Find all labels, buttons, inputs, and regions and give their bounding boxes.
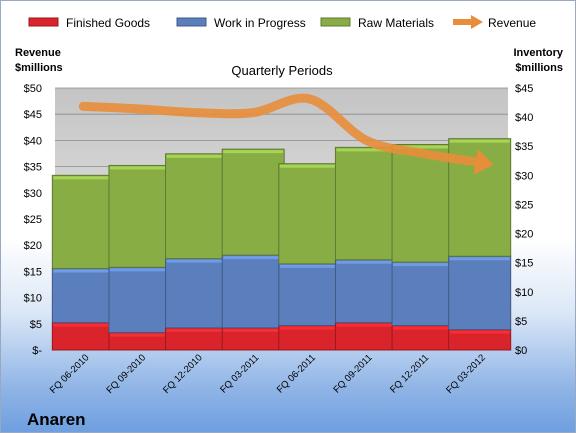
right-tick-label: $15 xyxy=(515,258,533,270)
left-tick-label: $15 xyxy=(24,266,42,278)
bar-raw-materials xyxy=(278,163,342,265)
bar-highlight xyxy=(223,150,284,154)
right-tick-label: $25 xyxy=(515,199,533,211)
left-tick-label: $20 xyxy=(24,240,42,252)
left-tick-label: $10 xyxy=(24,293,42,305)
right-tick-label: $30 xyxy=(515,170,533,182)
bar-work-in-progress xyxy=(334,259,398,324)
bar-highlight xyxy=(393,145,454,149)
bar-highlight xyxy=(109,333,170,337)
left-axis-title: $millions xyxy=(15,62,63,74)
left-tick-label: $35 xyxy=(24,162,42,174)
left-tick-label: $- xyxy=(32,345,42,357)
bar-highlight xyxy=(336,148,397,152)
company-name: Anaren xyxy=(27,410,86,429)
right-tick-label: $10 xyxy=(515,287,533,299)
left-tick-label: $45 xyxy=(24,109,42,121)
legend-label: Work in Progress xyxy=(214,16,306,30)
bar-raw-materials xyxy=(221,148,285,256)
x-tick-label: FQ 09-2010 xyxy=(104,352,148,396)
right-axis-title: Inventory xyxy=(513,47,563,59)
left-axis-title: Revenue xyxy=(15,47,61,59)
bar-work-in-progress xyxy=(278,263,342,327)
bar-highlight xyxy=(393,326,454,330)
bar-raw-materials xyxy=(334,146,398,261)
x-tick-label: FQ 09-2011 xyxy=(331,352,374,395)
bar-finished-goods xyxy=(51,322,115,351)
legend-label: Raw Materials xyxy=(358,16,434,30)
bar-work-in-progress xyxy=(108,266,172,334)
bar-work-in-progress xyxy=(391,261,455,327)
bar-highlight xyxy=(393,263,454,267)
bar-finished-goods xyxy=(278,325,342,351)
bar-highlight xyxy=(53,323,114,327)
left-tick-label: $25 xyxy=(24,214,42,226)
right-axis-title: $millions xyxy=(515,62,563,74)
bar-highlight xyxy=(223,328,284,332)
bar-highlight xyxy=(109,166,170,170)
legend-swatch xyxy=(176,17,207,27)
x-tick-label: FQ 12-2010 xyxy=(161,352,205,396)
right-tick-label: $45 xyxy=(515,83,533,95)
right-tick-label: $5 xyxy=(515,316,527,328)
left-tick-label: $30 xyxy=(24,188,42,200)
x-tick-label: FQ 03-2011 xyxy=(218,352,261,395)
left-tick-label: $5 xyxy=(30,319,42,331)
left-tick-label: $40 xyxy=(24,135,42,147)
right-tick-label: $20 xyxy=(515,229,533,241)
bar-work-in-progress xyxy=(448,255,512,331)
legend-label: Finished Goods xyxy=(66,16,150,30)
bar-raw-materials xyxy=(51,174,115,269)
legend-swatch xyxy=(320,17,351,27)
bar-highlight xyxy=(336,260,397,264)
bar-highlight xyxy=(279,264,340,268)
bar-raw-materials xyxy=(391,143,455,263)
bar-highlight xyxy=(166,259,227,263)
bar-highlight xyxy=(109,268,170,272)
bar-work-in-progress xyxy=(51,267,115,324)
bar-work-in-progress xyxy=(221,254,285,329)
bar-highlight xyxy=(166,328,227,332)
bar-highlight xyxy=(279,326,340,330)
bar-raw-materials xyxy=(108,164,172,268)
plot-area xyxy=(51,87,512,351)
left-tick-label: $50 xyxy=(24,83,42,95)
right-tick-label: $35 xyxy=(515,141,533,153)
bar-highlight xyxy=(336,323,397,327)
bar-work-in-progress xyxy=(165,258,229,329)
revenue-line xyxy=(78,93,485,167)
x-tick-label: FQ 03-2012 xyxy=(444,352,488,396)
x-tick-label: FQ 12-2011 xyxy=(388,352,431,395)
x-tick-label: FQ 06-2011 xyxy=(275,352,318,395)
legend: Finished Goods Work in Progress Raw Materi… xyxy=(28,15,536,30)
bar-highlight xyxy=(223,256,284,260)
chart-subtitle: Quarterly Periods xyxy=(231,63,333,78)
revenue-arrowhead xyxy=(473,148,494,175)
bar-raw-materials xyxy=(165,153,229,260)
legend-label: Revenue xyxy=(488,16,536,30)
bar-finished-goods xyxy=(334,322,398,351)
bar-highlight xyxy=(279,164,340,168)
bar-highlight xyxy=(53,269,114,273)
bar-highlight xyxy=(449,257,510,261)
right-tick-label: $0 xyxy=(515,345,527,357)
bar-finished-goods xyxy=(391,325,455,351)
x-tick-label: FQ 06-2010 xyxy=(48,352,92,396)
legend-swatch xyxy=(28,17,59,27)
bar-highlight xyxy=(166,154,227,158)
bar-highlight xyxy=(53,176,114,180)
bar-highlight xyxy=(449,139,510,143)
legend-arrow-swatch xyxy=(471,15,483,29)
right-tick-label: $40 xyxy=(515,112,533,124)
bar-highlight xyxy=(449,330,510,334)
